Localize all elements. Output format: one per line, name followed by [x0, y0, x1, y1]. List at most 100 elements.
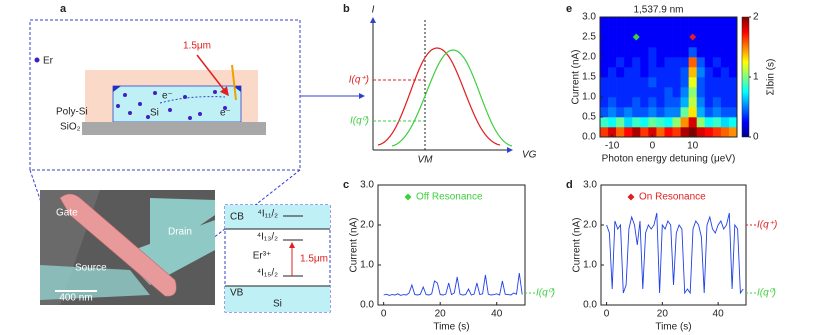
heatmap-cell — [712, 67, 722, 78]
heatmap-cell — [696, 67, 706, 78]
heatmap-cell — [632, 97, 641, 108]
heatmap-cell — [728, 57, 738, 68]
y-tick-label: 2.0 — [582, 52, 596, 63]
heatmap-cell — [624, 107, 633, 118]
data-line — [383, 272, 523, 296]
heatmap-cell — [608, 107, 617, 118]
heatmap-cell — [640, 57, 649, 68]
heatmap-cell — [720, 37, 730, 48]
heatmap-cell — [624, 27, 633, 38]
heatmap-cell — [648, 67, 657, 78]
y-tick-label: 0.0 — [360, 300, 374, 311]
heatmap-cell — [696, 27, 706, 38]
heatmap-cell — [720, 57, 730, 68]
heatmap-cell — [720, 127, 730, 138]
heatmap-cell — [680, 117, 689, 128]
heatmap-cell — [600, 57, 609, 68]
y-tick-label: 2.0 — [360, 220, 374, 231]
heatmap-cell — [648, 107, 657, 118]
heatmap-cell — [616, 107, 625, 118]
heatmap-cell — [696, 37, 706, 48]
heatmap-cell — [672, 117, 681, 128]
heatmap-cell — [704, 107, 714, 118]
heatmap-cell — [696, 77, 706, 88]
heatmap-cell — [664, 27, 673, 38]
heatmap-cell — [688, 17, 698, 28]
heatmap-cell — [664, 37, 673, 48]
heatmap-cell — [656, 37, 665, 48]
heatmap-cell — [688, 27, 698, 38]
heatmap-cell — [616, 37, 625, 48]
heatmap-cell — [672, 57, 681, 68]
heatmap-cell — [648, 77, 657, 88]
panel-label: c — [343, 179, 349, 191]
band-label: Si — [273, 299, 282, 310]
heatmap-cell — [704, 97, 714, 108]
heatmap-cell — [632, 27, 641, 38]
level-label: ⁴I₁₁/₂ — [258, 209, 279, 220]
x-tick-label: 40 — [713, 309, 725, 320]
heatmap-cell — [696, 47, 706, 58]
heatmap-cell — [600, 77, 609, 88]
heatmap-cell — [600, 127, 609, 138]
heatmap-cell — [624, 117, 633, 128]
heatmap-cell — [728, 117, 738, 128]
heatmap-cell — [704, 37, 714, 48]
heatmap-cell — [640, 27, 649, 38]
heatmap-cell — [664, 47, 673, 58]
heatmap-cell — [680, 67, 689, 78]
heatmap-cell — [704, 57, 714, 68]
y-tick-label: 0.0 — [583, 300, 597, 311]
heatmap-cell — [680, 127, 689, 138]
x-axis-title: Photon energy detuning (μeV) — [602, 154, 736, 165]
x-tick-label: 0 — [604, 309, 610, 320]
heatmap-cell — [696, 107, 706, 118]
heatmap-cell — [616, 17, 625, 28]
y-axis-title: Current (nA) — [349, 217, 360, 272]
region-label: Source — [75, 263, 107, 274]
annotation: On Resonance — [639, 192, 706, 203]
heatmap-cell — [672, 77, 681, 88]
heatmap-cell — [624, 37, 633, 48]
heatmap-cell — [672, 27, 681, 38]
y-tick-label: 2.0 — [583, 220, 597, 231]
energy-diagram: CB ⁴I₁₁/₂ ⁴I₁₃/₂ Er³⁺ ⁴I₁₅/₂ 1.5μm VB Si — [224, 204, 331, 313]
heatmap-cell — [640, 67, 649, 78]
heatmap-cell — [600, 97, 609, 108]
heatmap-cell — [656, 47, 665, 58]
heatmap-cell — [680, 97, 689, 108]
heatmap-cell — [624, 77, 633, 88]
heatmap-cell — [656, 117, 665, 128]
heatmap-cell — [624, 67, 633, 78]
heatmap-cell — [632, 117, 641, 128]
level-label: I(q⁺) — [349, 75, 369, 86]
heatmap-cell — [680, 37, 689, 48]
heatmap-cell — [648, 97, 657, 108]
heatmap-cell — [672, 127, 681, 138]
legend-label: Er — [43, 56, 54, 67]
heatmap-cell — [608, 117, 617, 128]
x-tick-label: 0 — [381, 309, 387, 320]
annotation: e⁻ — [162, 91, 173, 102]
y-tick-label: 0.0 — [582, 132, 596, 143]
heatmap-cell — [616, 47, 625, 58]
heatmap-cell — [696, 17, 706, 28]
heatmap-cell — [600, 87, 609, 98]
legend-marker — [404, 193, 412, 201]
heatmap-cell — [704, 17, 714, 28]
sem-image: Gate Drain Source 400 nm — [40, 190, 215, 305]
heatmap-cell — [632, 57, 641, 68]
y-tick-label: 1.0 — [360, 260, 374, 271]
annotation: Off Resonance — [416, 192, 483, 203]
heatmap-cell — [688, 47, 698, 58]
heatmap-cell — [656, 57, 665, 68]
heatmap-cell — [664, 57, 673, 68]
band-label: VB — [230, 288, 244, 299]
heatmap-cell — [656, 97, 665, 108]
y-tick-label: 1.5 — [582, 72, 596, 83]
region-label: Gate — [56, 208, 78, 219]
axis-label: VG — [522, 150, 537, 161]
layer-label: Poly-Si — [56, 107, 88, 118]
gate-sweep-schematic: I VG VM I(q⁺) I(q⁰) — [349, 5, 537, 166]
y-axis-title: Current (nA) — [571, 49, 582, 104]
